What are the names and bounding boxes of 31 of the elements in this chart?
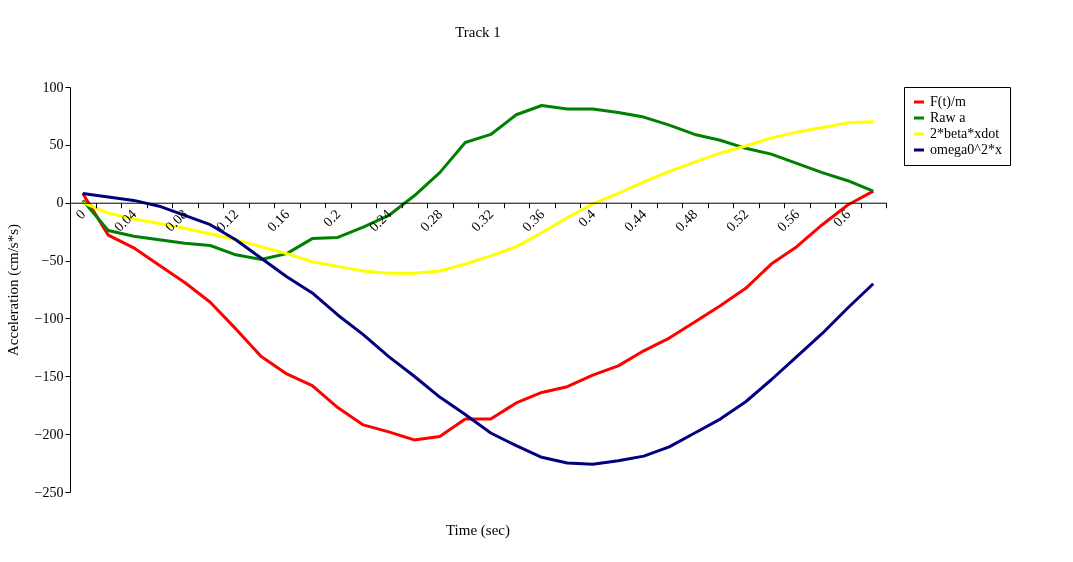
x-tick-label: 0.56 bbox=[774, 206, 803, 235]
x-tick-label: 0.04 bbox=[111, 206, 140, 235]
y-tick-label: −50 bbox=[41, 253, 64, 269]
x-tick-label: 0.6 bbox=[830, 206, 854, 230]
chart-title: Track 1 bbox=[455, 24, 501, 40]
x-tick-label: 0.08 bbox=[162, 206, 191, 235]
x-tick-label: 0.36 bbox=[519, 206, 548, 235]
x-tick-label: 0.16 bbox=[264, 206, 293, 235]
y-tick-label: −150 bbox=[34, 368, 64, 384]
x-tick-label: 0.24 bbox=[366, 206, 395, 235]
y-axis-title: Acceleration (cm/s*s) bbox=[4, 223, 22, 357]
x-tick-label: 0 bbox=[72, 206, 89, 223]
legend-label: 2*beta*xdot bbox=[930, 126, 1000, 141]
x-axis-title: Time (sec) bbox=[445, 522, 511, 539]
y-tick-label: −250 bbox=[34, 484, 64, 500]
legend-label: F(t)/m bbox=[930, 94, 966, 110]
x-tick-label: 0.28 bbox=[417, 206, 446, 235]
y-tick-label: −200 bbox=[34, 426, 64, 442]
y-tick-label: 0 bbox=[56, 195, 64, 211]
y-tick-label: 100 bbox=[42, 79, 64, 95]
y-tick-label: 50 bbox=[49, 137, 64, 153]
x-tick-label: 0.52 bbox=[723, 206, 752, 235]
legend-label: omega0^2*x bbox=[930, 142, 1002, 157]
x-tick-label: 0.12 bbox=[213, 206, 242, 235]
x-tick-label: 0.44 bbox=[621, 206, 650, 235]
x-tick-label: 0.32 bbox=[468, 206, 497, 235]
x-tick-label: 0.4 bbox=[575, 206, 599, 230]
y-tick-label: −100 bbox=[34, 310, 64, 326]
x-tick-label: 0.48 bbox=[672, 206, 701, 235]
legend-label: Raw a bbox=[930, 110, 967, 125]
x-tick-label: 0.2 bbox=[320, 206, 344, 230]
